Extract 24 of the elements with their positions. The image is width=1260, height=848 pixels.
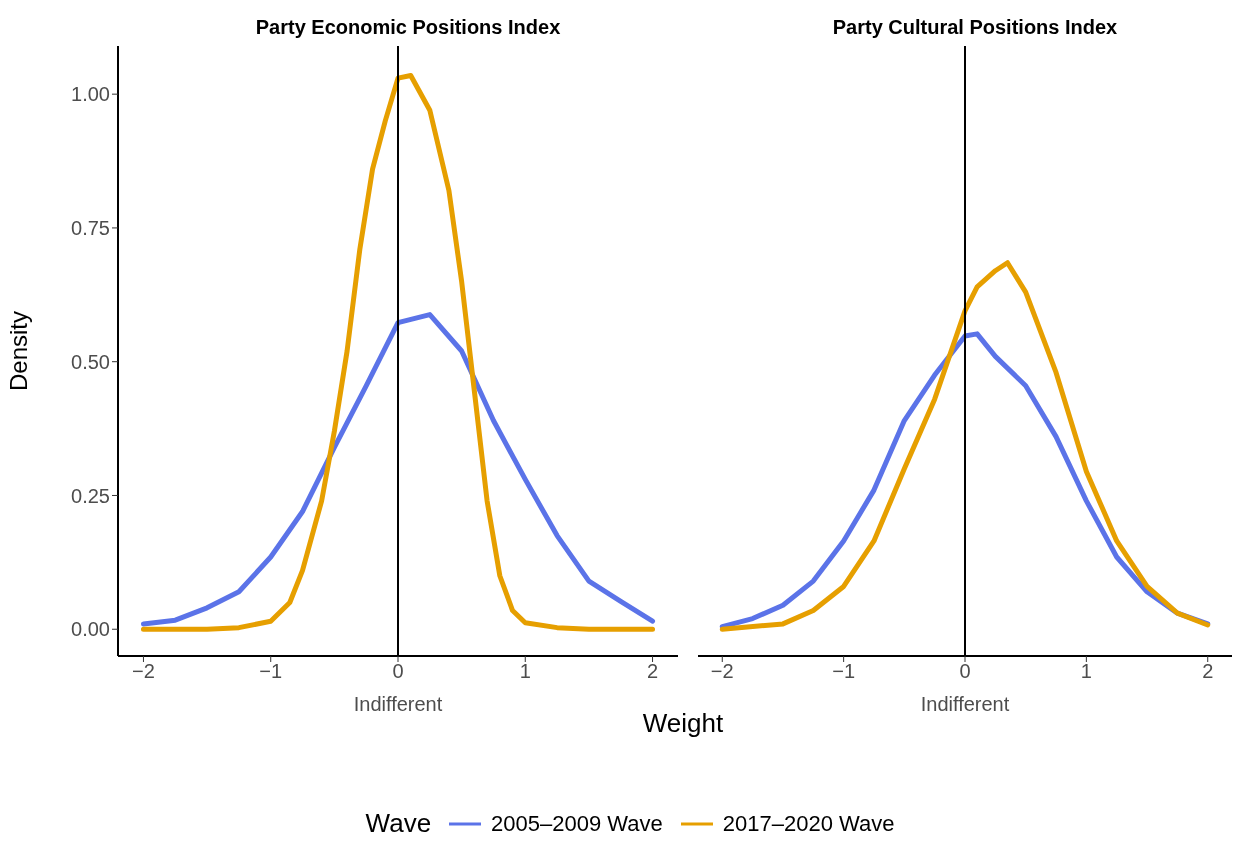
ref-line-label: Indifferent bbox=[353, 693, 443, 715]
x-tick-label: 0 bbox=[959, 660, 971, 683]
legend-label: 2005–2009 Wave bbox=[491, 810, 663, 837]
legend-label: 2017–2020 Wave bbox=[722, 810, 895, 837]
y-axis-title: Density bbox=[4, 310, 32, 392]
x-tick-label: 1 bbox=[519, 660, 531, 683]
x-tick-label: 1 bbox=[1080, 660, 1092, 683]
x-tick-label: −1 bbox=[259, 660, 283, 683]
x-tick-label: 2 bbox=[646, 660, 659, 683]
x-tick-label: −2 bbox=[132, 660, 155, 683]
legend-title: Wave bbox=[365, 808, 432, 839]
x-tick-label: −2 bbox=[710, 660, 734, 683]
x-tick-label: 0 bbox=[392, 660, 404, 683]
x-tick-label: −1 bbox=[832, 660, 856, 683]
y-tick-label: 0.00 bbox=[71, 618, 110, 641]
y-tick-label: 1.00 bbox=[71, 83, 110, 106]
y-tick-label: 0.50 bbox=[71, 350, 110, 373]
y-tick-label: 0.25 bbox=[71, 484, 110, 507]
x-tick-label: 2 bbox=[1202, 660, 1214, 683]
chart-title: Party Economic Positions Index bbox=[254, 15, 562, 40]
chart-title: Party Cultural Positions Index bbox=[831, 15, 1119, 40]
ref-line-label: Indifferent bbox=[920, 693, 1010, 715]
y-tick-label: 0.75 bbox=[71, 217, 110, 240]
x-axis-title: Weight bbox=[642, 708, 724, 738]
